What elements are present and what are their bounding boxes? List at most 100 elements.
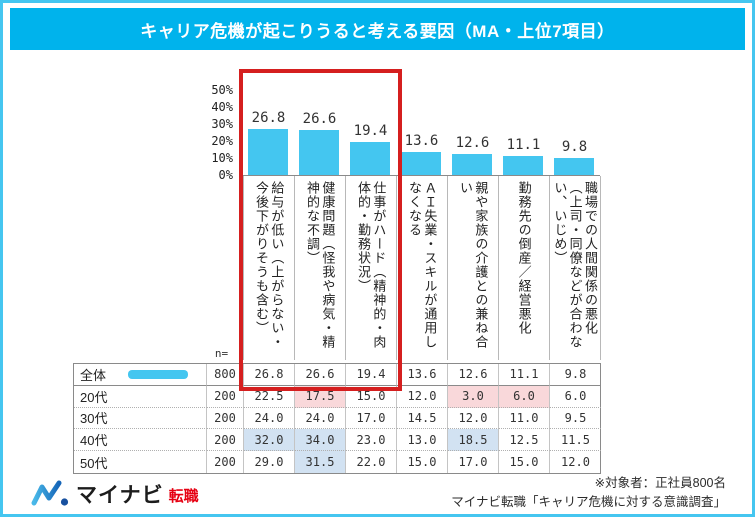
bar-chart-plot: 26.8 26.6 19.4 13.6 12.6 11.1 9.8 xyxy=(243,90,600,175)
table-value-cell: 13.0 xyxy=(397,429,448,452)
header-banner: キャリア危機が起こりうると考える要因（MA・上位7項目） xyxy=(10,8,745,50)
source-note-line2: マイナビ転職「キャリア危機に対する意識調査」 xyxy=(451,495,726,510)
row-label-text: 30代 xyxy=(80,411,108,427)
category-cell: ＡＩ失業・スキルが通用しなくなる xyxy=(397,176,448,360)
y-axis-tick-label: 20% xyxy=(211,134,233,148)
category-cell: 職場での人間関係の悪化（上司・同僚などが合わない、いじめ） xyxy=(550,176,601,360)
table-value-cell: 6.0 xyxy=(550,386,601,408)
category-cell: 健康問題（怪我や病気・精神的な不調） xyxy=(295,176,346,360)
table-row-label: 40代 xyxy=(74,429,207,452)
bar-column: 19.4 xyxy=(345,90,396,175)
table-value-cell: 9.8 xyxy=(550,364,601,386)
table-value-cell: 3.0 xyxy=(448,385,499,408)
source-note-line1: ※対象者：正社員800名 xyxy=(594,476,726,490)
y-axis-tick-label: 40% xyxy=(211,100,233,114)
table-value-cell: 22.5 xyxy=(244,385,295,408)
bar xyxy=(503,156,543,175)
table-n-cell: 200 xyxy=(207,385,244,408)
table-value-cell: 24.0 xyxy=(295,407,346,430)
logo-brand-text: マイナビ xyxy=(76,484,164,507)
bar-column: 26.6 xyxy=(294,90,345,175)
table-value-cell: 12.0 xyxy=(397,385,448,408)
table-n-cell: 800 xyxy=(207,364,244,386)
table-row-label: 全体 xyxy=(74,364,207,386)
table-value-cell: 15.0 xyxy=(499,451,550,473)
table-value-cell: 29.0 xyxy=(244,451,295,473)
category-label: 健康問題（怪我や病気・精神的な不調） xyxy=(305,181,336,349)
table-value-cell: 12.5 xyxy=(499,429,550,452)
n-equals-label: n= xyxy=(214,347,229,360)
row-label-text: 全体 xyxy=(80,367,107,383)
table-value-cell: 12.6 xyxy=(448,364,499,386)
table-n-cell: 200 xyxy=(207,451,244,473)
table-value-cell: 14.5 xyxy=(397,407,448,430)
table-value-cell: 19.4 xyxy=(346,364,397,386)
category-cell: 給与が低い（上がらない・今後下がりそうも含む） xyxy=(244,176,295,360)
bar-value-label: 19.4 xyxy=(353,123,388,139)
table-value-cell: 15.0 xyxy=(346,385,397,408)
table-value-cell: 9.5 xyxy=(550,408,601,430)
table-value-cell: 24.0 xyxy=(244,407,295,430)
table-value-cell: 15.0 xyxy=(397,451,448,473)
bar-value-label: 13.6 xyxy=(404,133,439,149)
bar-column: 12.6 xyxy=(447,90,498,175)
category-label: 仕事がハード（精神的・肉体的・勤務状況） xyxy=(356,181,387,349)
table-value-cell: 17.5 xyxy=(295,385,346,408)
table-row-label: 50代 xyxy=(74,451,207,473)
y-axis-tick-label: 30% xyxy=(211,117,233,131)
x-axis-baseline xyxy=(243,175,600,176)
legend-bar-swatch xyxy=(128,369,189,379)
y-axis: 50% 40% 30% 20% 10% 0% xyxy=(181,82,233,184)
bar-column: 13.6 xyxy=(396,90,447,175)
category-label: ＡＩ失業・スキルが通用しなくなる xyxy=(407,181,438,349)
category-label: 職場での人間関係の悪化（上司・同僚などが合わない、いじめ） xyxy=(552,181,598,349)
category-cell: 親や家族の介護との兼ね合い xyxy=(448,176,499,360)
table-value-cell: 6.0 xyxy=(499,385,550,408)
bar xyxy=(401,152,441,175)
bar xyxy=(554,158,594,175)
table-value-cell: 13.6 xyxy=(397,364,448,386)
bar-value-label: 12.6 xyxy=(455,135,490,151)
mynavi-logo-icon xyxy=(31,480,69,506)
bar-value-label: 9.8 xyxy=(561,139,588,155)
row-label-text: 50代 xyxy=(80,455,108,471)
table-n-cell: 200 xyxy=(207,407,244,430)
category-label: 勤務先の倒産／経営悪化 xyxy=(516,181,532,335)
table-value-cell: 32.0 xyxy=(244,429,295,452)
table-value-cell: 34.0 xyxy=(295,429,346,452)
logo: マイナビ 転職 xyxy=(31,479,199,509)
y-axis-tick-label: 10% xyxy=(211,151,233,165)
table-value-cell: 26.6 xyxy=(295,364,346,386)
bar xyxy=(350,142,390,175)
table-value-cell: 12.0 xyxy=(561,455,590,470)
table-n-cell: 200 xyxy=(207,429,244,452)
category-label-row: 給与が低い（上がらない・今後下がりそうも含む） 健康問題（怪我や病気・精神的な不調… xyxy=(243,176,601,360)
table-value-cell: 17.0 xyxy=(448,451,499,473)
table-value-cell: 23.0 xyxy=(346,429,397,452)
bar-column: 9.8 xyxy=(549,90,600,175)
page-title: キャリア危機が起こりうると考える要因（MA・上位7項目） xyxy=(140,21,615,41)
table-value-cell: 11.0 xyxy=(499,407,550,430)
category-cell: 仕事がハード（精神的・肉体的・勤務状況） xyxy=(346,176,397,360)
logo-service-text: 転職 xyxy=(168,488,199,505)
row-label-text: 40代 xyxy=(80,433,108,449)
table-value-cell: 12.0 xyxy=(448,407,499,430)
source-note: ※対象者：正社員800名 マイナビ転職「キャリア危機に対する意識調査」 xyxy=(451,474,726,513)
table-value-cell: 11.1 xyxy=(499,364,550,386)
bar xyxy=(299,130,339,175)
table-value-cell: 18.5 xyxy=(448,429,499,452)
category-label: 親や家族の介護との兼ね合い xyxy=(458,181,489,349)
bar xyxy=(248,129,288,175)
bar-value-label: 26.8 xyxy=(251,110,286,126)
category-cell: 勤務先の倒産／経営悪化 xyxy=(499,176,550,360)
table-value-cell: 17.0 xyxy=(346,407,397,430)
table-row-label: 20代 xyxy=(74,385,207,408)
y-axis-tick-label: 0% xyxy=(218,168,233,182)
bar-value-label: 11.1 xyxy=(506,137,541,153)
bar-column: 26.8 xyxy=(243,90,294,175)
table-value-cell: 26.8 xyxy=(244,364,295,386)
table-value-cell: 11.5 xyxy=(550,429,601,452)
table-value-cell: 31.5 xyxy=(295,451,346,473)
table-value-cell: 22.0 xyxy=(346,451,397,473)
